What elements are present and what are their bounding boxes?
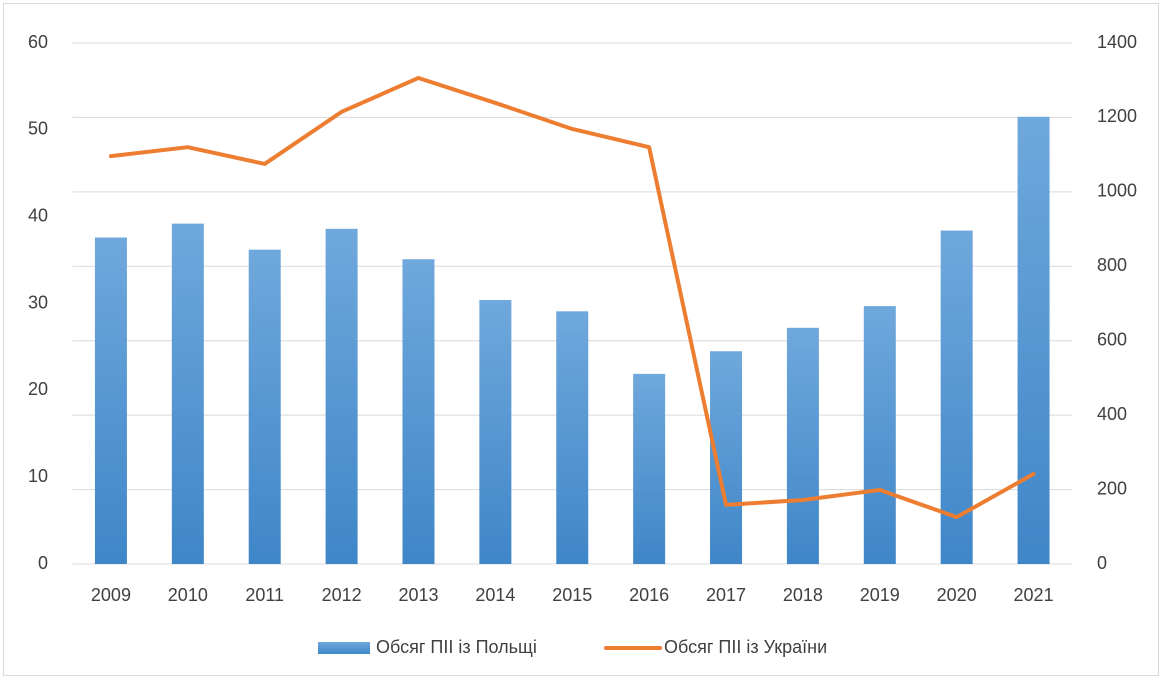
x-tick-label: 2009 bbox=[91, 585, 131, 605]
y-tick-label: 20 bbox=[28, 379, 48, 399]
bar bbox=[94, 237, 127, 565]
y2-tick-label: 800 bbox=[1097, 255, 1127, 275]
y-tick-label: 40 bbox=[28, 205, 48, 225]
legend-label: Обсяг ПІІ із Польщі bbox=[376, 637, 537, 657]
y-tick-label: 30 bbox=[28, 292, 48, 312]
legend-label: Обсяг ПІІ із України bbox=[664, 637, 827, 657]
y2-tick-label: 600 bbox=[1097, 329, 1127, 349]
bar bbox=[633, 373, 666, 564]
bar bbox=[786, 327, 819, 564]
x-tick-label: 2014 bbox=[475, 585, 515, 605]
y-tick-label: 0 bbox=[38, 553, 48, 573]
x-tick-label: 2017 bbox=[706, 585, 746, 605]
bar bbox=[325, 228, 358, 564]
y2-tick-label: 0 bbox=[1097, 553, 1107, 573]
bar bbox=[248, 249, 281, 564]
bar bbox=[479, 300, 512, 564]
y2-tick-label: 1200 bbox=[1097, 106, 1137, 126]
bar bbox=[940, 230, 973, 564]
x-tick-label: 2019 bbox=[860, 585, 900, 605]
y2-tick-label: 200 bbox=[1097, 478, 1127, 498]
x-tick-label: 2021 bbox=[1014, 585, 1054, 605]
x-tick-label: 2016 bbox=[629, 585, 669, 605]
y2-tick-label: 1000 bbox=[1097, 181, 1137, 201]
x-tick-label: 2020 bbox=[937, 585, 977, 605]
y-tick-label: 60 bbox=[28, 32, 48, 52]
y-tick-label: 10 bbox=[28, 466, 48, 486]
y-tick-label: 50 bbox=[28, 119, 48, 139]
x-tick-label: 2015 bbox=[552, 585, 592, 605]
y2-tick-label: 1400 bbox=[1097, 32, 1137, 52]
x-tick-label: 2013 bbox=[398, 585, 438, 605]
bar bbox=[171, 223, 204, 564]
legend-swatch bbox=[318, 642, 370, 654]
bar bbox=[863, 306, 896, 564]
x-tick-label: 2010 bbox=[168, 585, 208, 605]
bar bbox=[1017, 116, 1050, 564]
y2-tick-label: 400 bbox=[1097, 404, 1127, 424]
x-tick-label: 2011 bbox=[245, 585, 284, 605]
bar bbox=[556, 311, 589, 564]
x-tick-label: 2018 bbox=[783, 585, 823, 605]
line-series bbox=[108, 75, 1036, 520]
bar bbox=[402, 259, 435, 564]
x-tick-label: 2012 bbox=[322, 585, 362, 605]
